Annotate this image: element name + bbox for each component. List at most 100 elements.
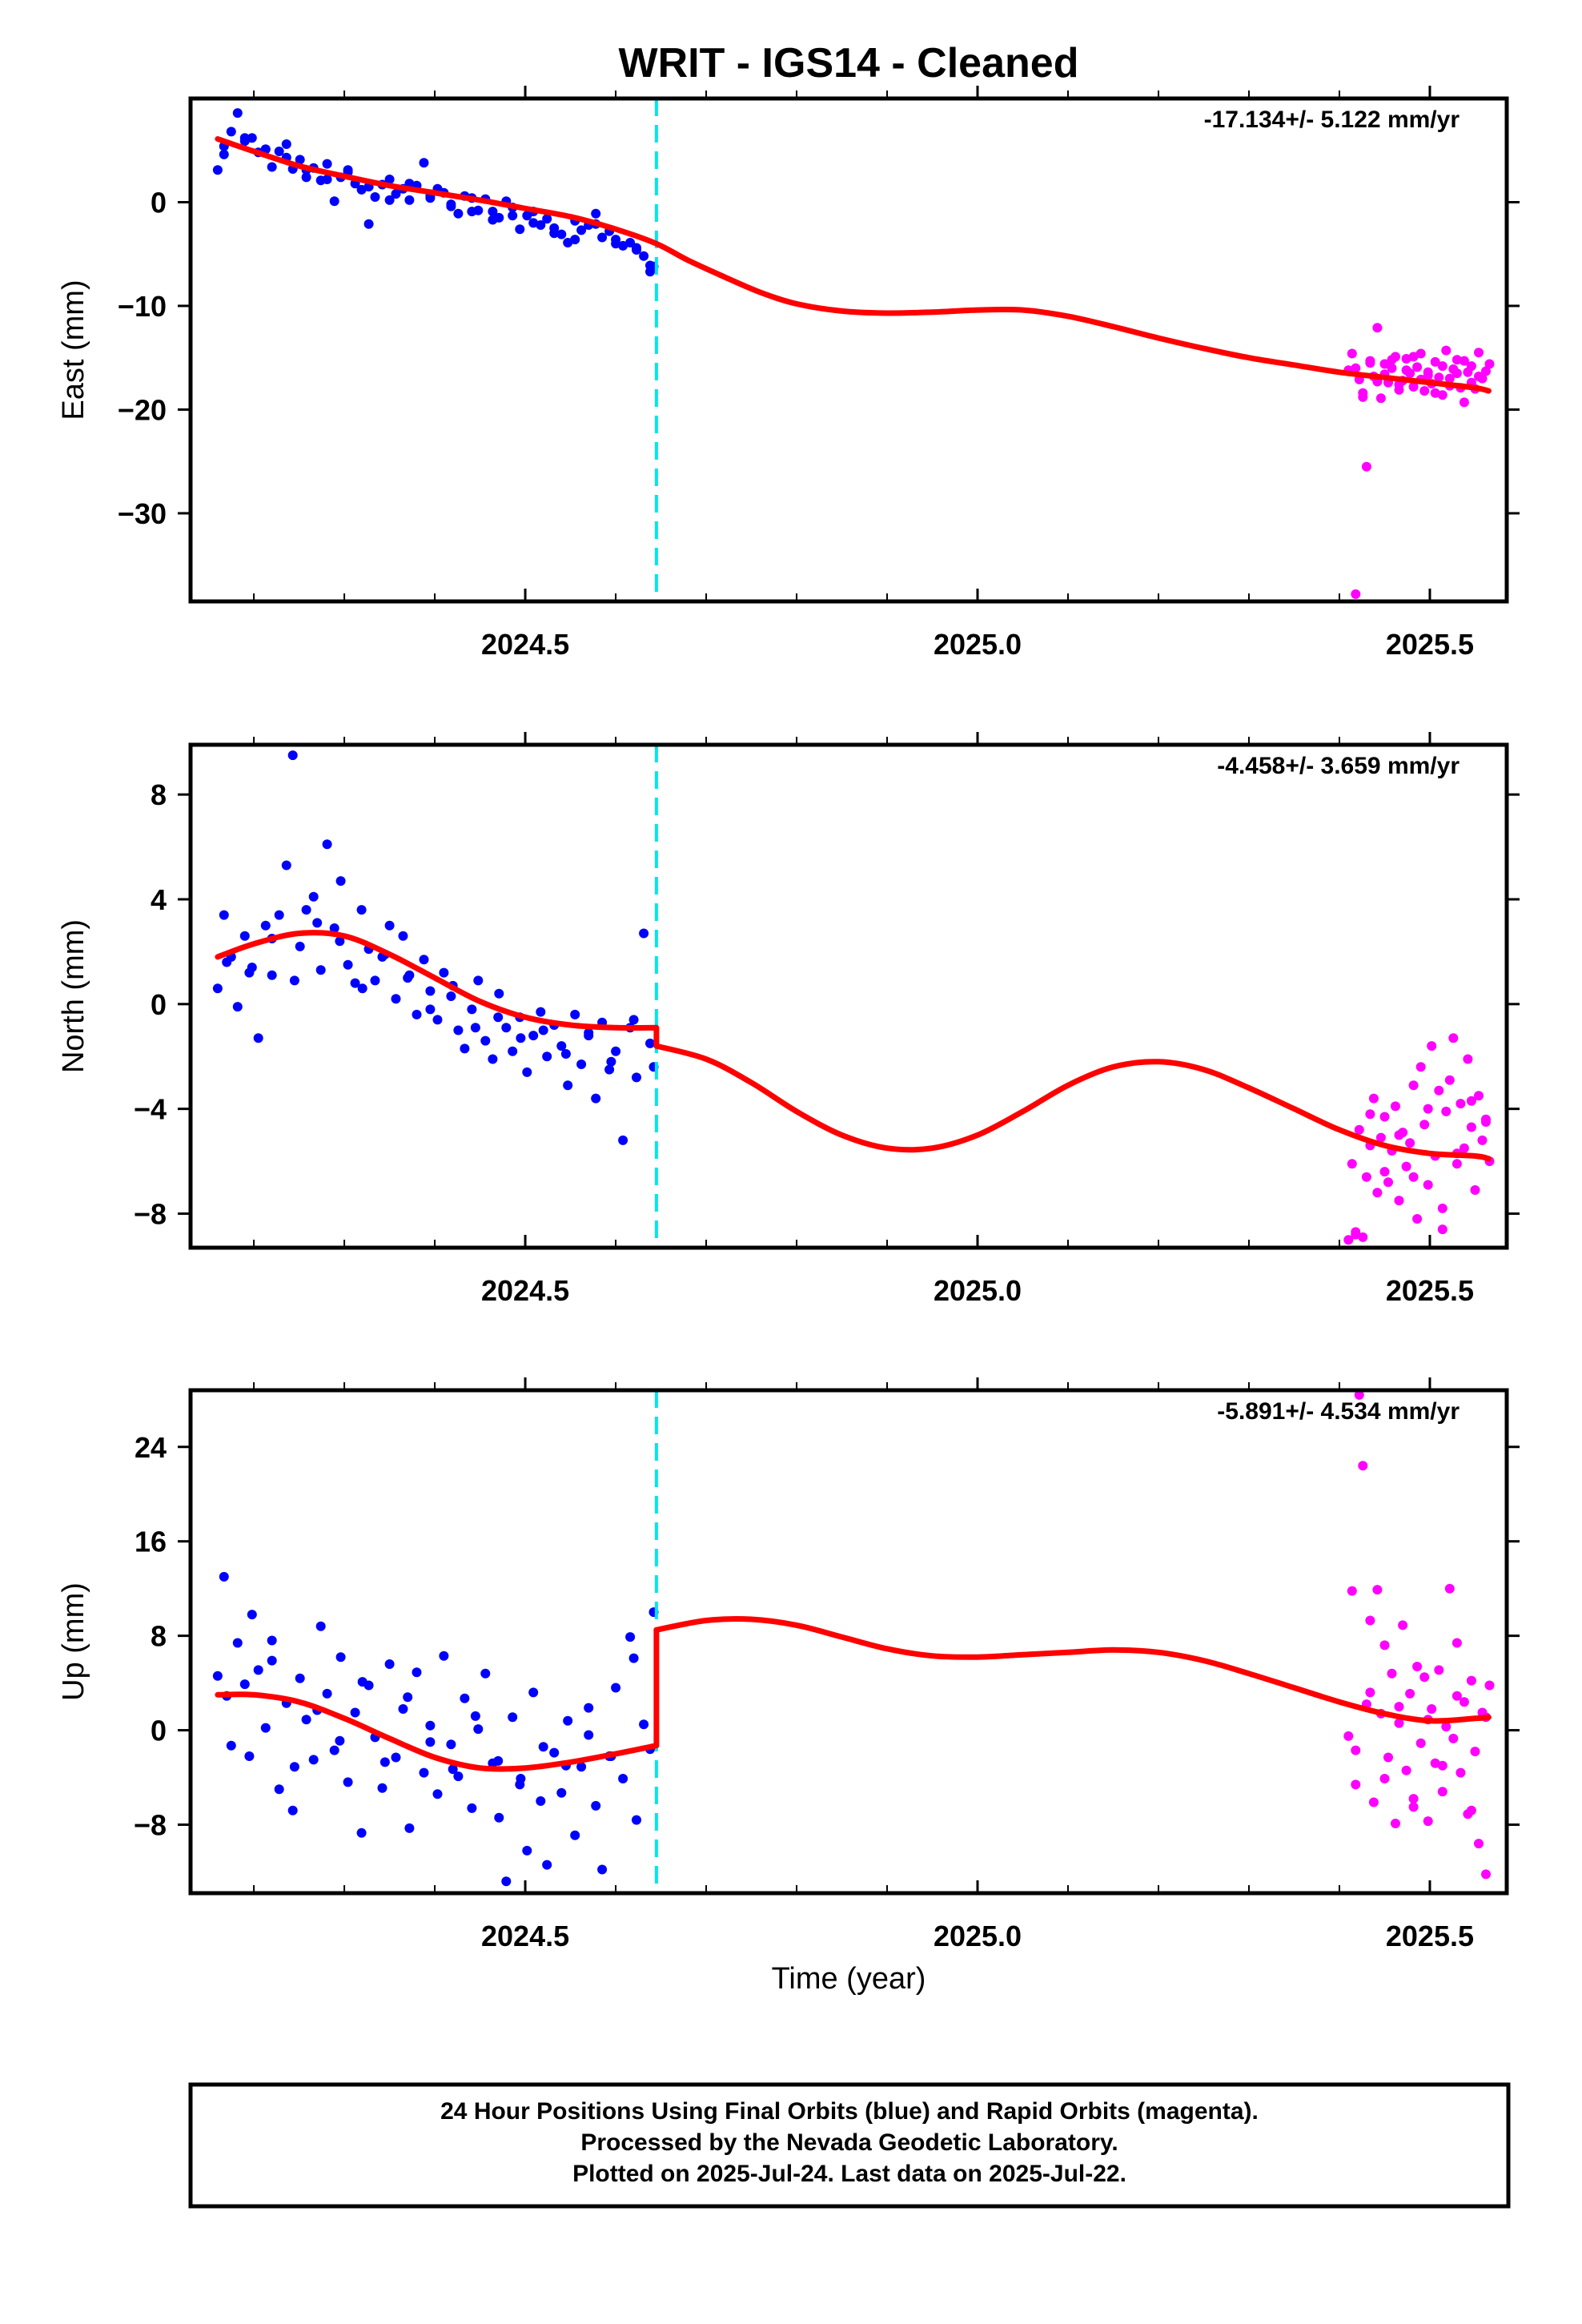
final-orbit-point bbox=[570, 1009, 580, 1019]
rapid-orbit-point bbox=[1372, 1188, 1383, 1198]
final-orbit-point bbox=[576, 1059, 587, 1069]
rapid-orbit-point bbox=[1398, 1620, 1408, 1630]
up-panel: 2024.5 2025.0 2025.5 24 16 8 0 −8 Up (mm) -5.891+… bbox=[57, 1377, 1520, 1952]
rapid-orbit-point bbox=[1347, 1159, 1357, 1169]
final-orbit-point bbox=[536, 220, 546, 230]
rapid-orbit-point bbox=[1466, 1675, 1476, 1686]
final-orbit-point bbox=[329, 1745, 339, 1755]
rapid-orbit-point bbox=[1408, 1794, 1419, 1804]
rapid-orbit-point bbox=[1394, 1130, 1404, 1140]
rapid-orbit-point bbox=[1365, 1109, 1375, 1120]
x-tick-label: 2025.0 bbox=[934, 1274, 1022, 1307]
final-orbit-point bbox=[494, 988, 504, 999]
rapid-orbit-point bbox=[1368, 1093, 1379, 1104]
final-orbit-point bbox=[563, 238, 573, 247]
final-orbit-point bbox=[226, 127, 236, 137]
final-orbit-point bbox=[335, 876, 346, 887]
rapid-orbit-point bbox=[1452, 1638, 1462, 1648]
final-orbit-point bbox=[556, 1787, 567, 1798]
final-orbit-point bbox=[628, 1653, 639, 1663]
y-axis-title: North (mm) bbox=[57, 919, 90, 1073]
final-orbit-point bbox=[448, 1764, 458, 1775]
final-orbit-point bbox=[508, 1712, 518, 1723]
final-orbit-point bbox=[639, 1719, 649, 1730]
rapid-orbit-point bbox=[1448, 1033, 1459, 1043]
rapid-orbit-point bbox=[1430, 388, 1440, 398]
final-orbit-point bbox=[244, 1751, 255, 1761]
rapid-orbit-point bbox=[1354, 1124, 1364, 1135]
rapid-orbit-point bbox=[1444, 1583, 1455, 1594]
y-axis-title: Up (mm) bbox=[57, 1582, 90, 1701]
final-orbit-point bbox=[632, 1815, 641, 1825]
final-orbit-point bbox=[329, 923, 339, 933]
y-tick-label: 16 bbox=[135, 1526, 167, 1558]
final-orbit-point bbox=[591, 1093, 601, 1104]
final-orbit-point bbox=[267, 1635, 277, 1646]
final-orbit-point bbox=[267, 162, 277, 172]
rapid-orbit-point bbox=[1444, 373, 1455, 384]
y-tick-label: 8 bbox=[151, 778, 167, 811]
x-tick-label: 2025.5 bbox=[1386, 628, 1474, 661]
x-tick-label: 2025.0 bbox=[934, 628, 1022, 661]
final-orbit-point bbox=[308, 1755, 319, 1765]
final-orbit-point bbox=[453, 208, 464, 219]
rapid-orbit-point bbox=[1351, 363, 1361, 373]
final-orbit-point bbox=[584, 1031, 594, 1041]
final-orbit-point bbox=[645, 1038, 655, 1048]
final-orbit-point bbox=[576, 225, 587, 235]
final-orbit-point bbox=[591, 208, 601, 219]
final-orbit-point bbox=[467, 207, 477, 217]
final-orbit-point bbox=[404, 1823, 415, 1833]
final-orbit-point bbox=[253, 1665, 263, 1675]
rapid-orbit-point bbox=[1434, 372, 1444, 383]
rapid-orbit-point bbox=[1452, 1159, 1462, 1169]
rapid-orbit-point bbox=[1383, 1177, 1393, 1188]
final-orbit-point bbox=[322, 159, 332, 169]
rapid-orbit-point bbox=[1408, 382, 1419, 392]
final-orbit-point bbox=[493, 1012, 504, 1023]
final-orbit-point bbox=[536, 1007, 546, 1017]
rapid-orbit-point bbox=[1383, 1752, 1393, 1763]
rapid-orbit-point bbox=[1423, 1104, 1433, 1114]
rapid-orbit-point bbox=[1434, 1085, 1444, 1096]
final-orbit-point bbox=[425, 986, 436, 996]
east-frame bbox=[188, 96, 1509, 604]
rapid-orbit-point bbox=[1481, 1117, 1491, 1127]
footer-line-1: 24 Hour Positions Using Final Orbits (bl… bbox=[440, 2098, 1259, 2125]
rapid-orbit-point bbox=[1437, 1787, 1447, 1797]
final-orbit-point bbox=[645, 260, 655, 271]
final-orbit-point bbox=[563, 1080, 573, 1091]
final-orbit-point bbox=[226, 1740, 236, 1751]
final-orbit-point bbox=[556, 229, 567, 239]
final-orbit-point bbox=[625, 238, 636, 247]
rapid-orbit-point bbox=[1405, 1138, 1415, 1148]
rapid-orbit-point bbox=[1387, 363, 1397, 373]
rapid-orbit-point bbox=[1415, 1062, 1426, 1072]
rapid-orbit-point bbox=[1484, 359, 1495, 369]
rapid-orbit-point bbox=[1474, 1091, 1484, 1101]
final-orbit-point bbox=[515, 224, 525, 235]
final-orbit-point bbox=[432, 1789, 443, 1799]
final-orbit-point bbox=[618, 1774, 628, 1783]
final-orbit-point bbox=[522, 1067, 532, 1077]
final-orbit-point bbox=[219, 149, 229, 159]
rapid-orbit-point bbox=[1474, 348, 1484, 358]
final-orbit-point bbox=[560, 1049, 571, 1059]
final-orbit-point bbox=[480, 1668, 491, 1679]
y-tick-label: −20 bbox=[118, 393, 167, 426]
rapid-orbit-point bbox=[1437, 1224, 1447, 1235]
rapid-orbit-point bbox=[1452, 355, 1462, 365]
x-tick-label: 2024.5 bbox=[481, 1274, 569, 1307]
final-orbit-point bbox=[384, 920, 395, 931]
final-orbit-point bbox=[556, 1041, 567, 1051]
final-orbit-point bbox=[570, 235, 580, 245]
final-orbit-point bbox=[639, 928, 649, 939]
up-frame bbox=[188, 1388, 1509, 1896]
x-tick-label: 2025.0 bbox=[934, 1920, 1022, 1952]
rapid-orbit-point bbox=[1365, 1687, 1375, 1698]
rapid-orbit-point bbox=[1394, 1196, 1404, 1206]
final-orbit-point bbox=[473, 1724, 484, 1735]
final-orbit-point bbox=[522, 1845, 532, 1856]
rapid-orbit-point bbox=[1430, 356, 1440, 367]
final-orbit-point bbox=[301, 172, 311, 183]
